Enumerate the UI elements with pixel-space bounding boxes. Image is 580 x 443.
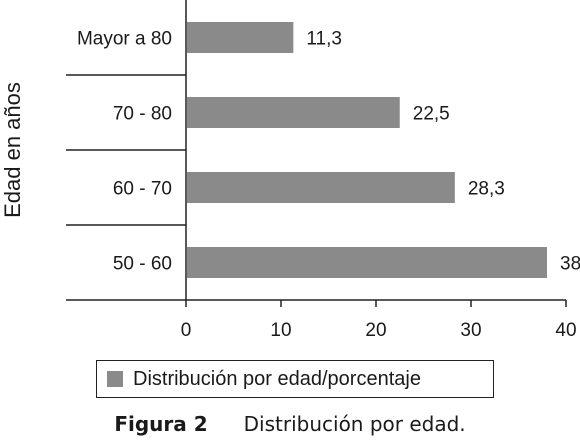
caption-label: Figura 2 (114, 412, 208, 436)
bar-series (187, 22, 547, 278)
figure-caption: Figura 2 Distribución por edad. (0, 412, 580, 436)
x-tick-label: 20 (365, 320, 386, 341)
chart-axes: 0 10 20 30 40 (66, 0, 577, 341)
category-label: Mayor a 80 (77, 29, 172, 50)
legend: Distribución por edad/porcentaje (96, 360, 494, 398)
category-label: 70 - 80 (113, 104, 172, 125)
data-labels: Mayor a 80 11,3 70 - 80 22,5 60 - 70 28,3 50 -… (77, 29, 580, 275)
category-label: 60 - 70 (113, 179, 172, 200)
legend-label: Distribución por edad/porcentaje (133, 367, 421, 390)
data-label: 28,3 (468, 179, 505, 200)
data-label: 11,3 (306, 29, 342, 50)
x-tick-label: 40 (555, 320, 576, 341)
x-tick-label: 0 (181, 320, 192, 341)
data-label: 38 (560, 254, 580, 275)
legend-swatch (107, 371, 123, 387)
y-axis-label: Edad en años (0, 82, 25, 218)
bar (187, 247, 547, 278)
data-label: 22,5 (413, 104, 450, 125)
x-tick-label: 10 (270, 320, 291, 341)
x-tick-label: 30 (460, 320, 481, 341)
bar-chart: Edad en años 0 10 20 30 40 Mayor a 80 11,3 70 … (0, 0, 580, 341)
caption-text: Distribución por edad. (243, 412, 466, 436)
category-label: 50 - 60 (113, 254, 172, 275)
bar (187, 172, 455, 203)
bar (187, 97, 400, 128)
bar (187, 22, 294, 53)
